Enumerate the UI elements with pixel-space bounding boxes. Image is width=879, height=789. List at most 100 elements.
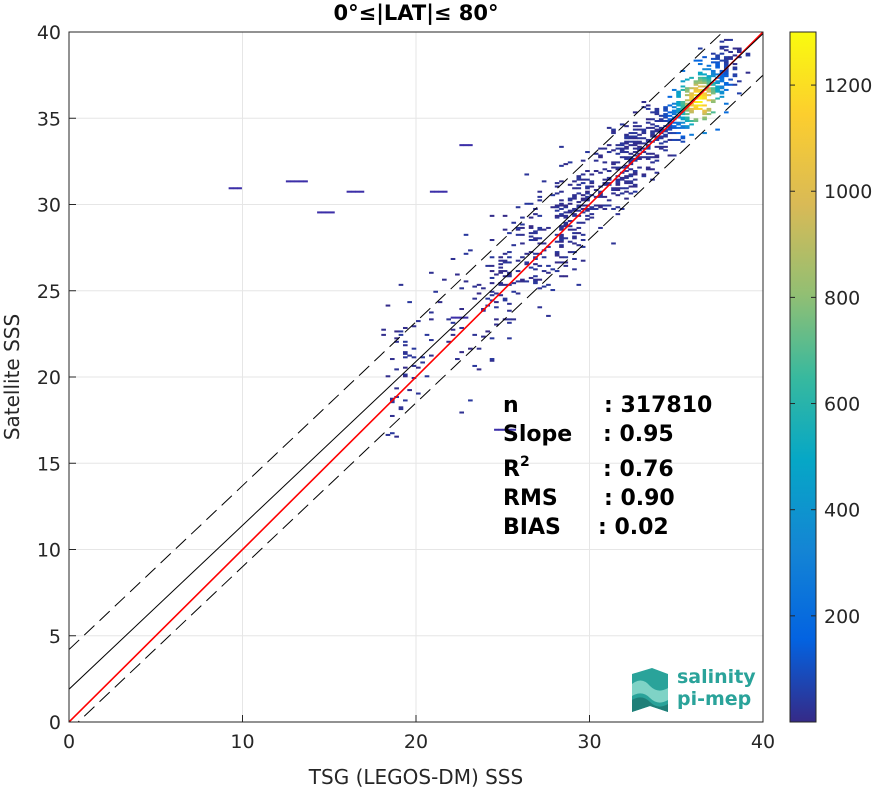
density-cell	[736, 50, 742, 53]
density-cell	[411, 356, 417, 359]
density-cell	[468, 144, 473, 147]
density-cell	[719, 78, 725, 81]
density-cell	[710, 83, 716, 86]
density-cell	[567, 240, 573, 243]
density-cell	[667, 104, 673, 107]
density-cell	[580, 178, 586, 181]
density-cell	[576, 201, 582, 204]
density-cell	[684, 116, 690, 119]
density-cell	[615, 161, 621, 164]
density-cell	[693, 87, 699, 90]
density-cell	[589, 216, 595, 219]
density-cell	[736, 49, 742, 52]
density-cell	[676, 132, 681, 135]
density-cell	[554, 204, 560, 207]
density-cell	[515, 206, 521, 209]
density-cell	[637, 147, 642, 150]
y-tick-label: 0	[49, 712, 61, 734]
density-cell	[520, 233, 525, 236]
density-cell	[624, 135, 629, 138]
density-cell	[680, 85, 686, 88]
density-cell	[511, 290, 517, 293]
density-cell	[723, 49, 729, 52]
density-cell	[676, 107, 681, 110]
density-cell	[624, 190, 629, 193]
density-cell	[498, 283, 504, 286]
density-cell	[654, 113, 660, 116]
density-cell	[567, 161, 573, 164]
density-cell	[671, 121, 677, 124]
density-cell	[515, 259, 521, 262]
density-cell	[580, 173, 586, 176]
stat-value: : 0.02	[598, 515, 669, 540]
density-cell	[611, 161, 616, 164]
density-cell	[585, 218, 590, 221]
density-cell	[576, 209, 582, 212]
density-cell	[559, 235, 564, 238]
density-cell	[697, 47, 703, 50]
density-cell	[567, 202, 573, 205]
density-cell	[697, 97, 703, 100]
density-cell	[455, 358, 460, 361]
density-cell	[645, 147, 651, 150]
density-cell	[658, 142, 664, 145]
density-cell	[684, 126, 690, 129]
density-cell	[728, 78, 733, 81]
density-cell	[389, 414, 395, 417]
density-cell	[702, 92, 707, 95]
density-cell	[654, 145, 660, 148]
density-cell	[632, 135, 638, 138]
density-cell	[723, 83, 729, 86]
density-cell	[641, 173, 647, 176]
density-cell	[537, 195, 543, 198]
density-cell	[632, 171, 638, 174]
density-cell	[723, 57, 729, 60]
density-cell	[676, 116, 681, 119]
density-cell	[317, 211, 322, 214]
chart-title: 0°≤|LAT|≤ 80°	[333, 1, 498, 26]
density-cell	[429, 311, 434, 314]
density-cell	[394, 330, 399, 333]
density-cell	[689, 97, 694, 100]
density-cell	[624, 176, 629, 179]
density-cell	[702, 73, 707, 76]
density-cell	[567, 220, 573, 223]
density-cell	[715, 88, 720, 91]
density-cell	[706, 64, 712, 67]
density-cell	[624, 145, 629, 148]
density-cell	[715, 56, 720, 59]
density-cell	[723, 75, 729, 78]
density-cell	[658, 147, 664, 150]
density-cell	[684, 113, 690, 116]
density-cell	[489, 358, 495, 361]
density-cell	[615, 152, 621, 155]
density-cell	[606, 182, 612, 185]
density-cell	[697, 104, 703, 107]
density-cell	[563, 206, 569, 209]
density-cell	[585, 214, 590, 217]
density-cell	[507, 318, 512, 321]
colorbar-tick-label: 200	[824, 606, 860, 628]
density-cell	[697, 78, 703, 81]
density-cell	[385, 433, 391, 436]
density-cell	[715, 73, 720, 76]
density-cell	[602, 183, 608, 186]
density-cell	[389, 397, 395, 400]
density-cell	[563, 237, 569, 240]
density-cell	[572, 268, 577, 271]
density-cell	[702, 95, 707, 98]
density-cell	[576, 226, 582, 229]
density-cell	[520, 256, 525, 259]
density-cell	[394, 337, 399, 340]
density-cell	[459, 144, 465, 147]
density-cell	[663, 130, 668, 133]
density-cell	[632, 111, 638, 114]
density-cell	[563, 163, 569, 166]
density-cell	[693, 88, 699, 91]
density-cell	[567, 228, 573, 231]
density-cell	[624, 182, 629, 185]
density-cell	[719, 69, 725, 72]
density-cell	[632, 140, 638, 143]
density-cell	[563, 211, 569, 214]
density-cell	[489, 276, 495, 279]
